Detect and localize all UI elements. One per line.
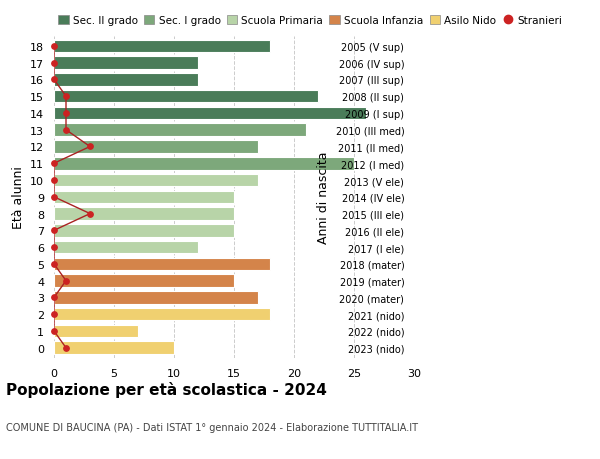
Point	[49, 261, 59, 268]
Bar	[54, 208, 234, 220]
Point	[61, 110, 71, 118]
Bar	[54, 57, 198, 70]
Legend: Sec. II grado, Sec. I grado, Scuola Primaria, Scuola Infanzia, Asilo Nido, Stran: Sec. II grado, Sec. I grado, Scuola Prim…	[54, 12, 566, 30]
Point	[49, 328, 59, 335]
Bar	[54, 325, 138, 337]
Bar	[54, 224, 234, 237]
Point	[49, 43, 59, 50]
Point	[49, 294, 59, 302]
Bar	[54, 258, 270, 271]
Bar	[54, 291, 258, 304]
Bar	[54, 191, 234, 204]
Bar	[54, 241, 198, 254]
Point	[61, 344, 71, 352]
Point	[85, 144, 95, 151]
Bar	[54, 141, 258, 153]
Y-axis label: Anni di nascita: Anni di nascita	[317, 151, 330, 244]
Text: COMUNE DI BAUCINA (PA) - Dati ISTAT 1° gennaio 2024 - Elaborazione TUTTITALIA.IT: COMUNE DI BAUCINA (PA) - Dati ISTAT 1° g…	[6, 422, 418, 432]
Point	[49, 60, 59, 67]
Bar	[54, 107, 366, 120]
Y-axis label: Età alunni: Età alunni	[11, 166, 25, 229]
Bar	[54, 91, 318, 103]
Point	[49, 244, 59, 251]
Bar	[54, 124, 306, 137]
Bar	[54, 74, 198, 86]
Point	[85, 210, 95, 218]
Bar	[54, 174, 258, 187]
Bar	[54, 157, 354, 170]
Point	[49, 77, 59, 84]
Point	[61, 127, 71, 134]
Point	[49, 177, 59, 185]
Point	[61, 277, 71, 285]
Bar	[54, 341, 174, 354]
Point	[49, 160, 59, 168]
Text: Popolazione per età scolastica - 2024: Popolazione per età scolastica - 2024	[6, 381, 327, 397]
Bar	[54, 275, 234, 287]
Point	[49, 311, 59, 318]
Point	[49, 194, 59, 201]
Bar	[54, 308, 270, 321]
Bar	[54, 40, 270, 53]
Point	[61, 93, 71, 101]
Point	[49, 227, 59, 235]
